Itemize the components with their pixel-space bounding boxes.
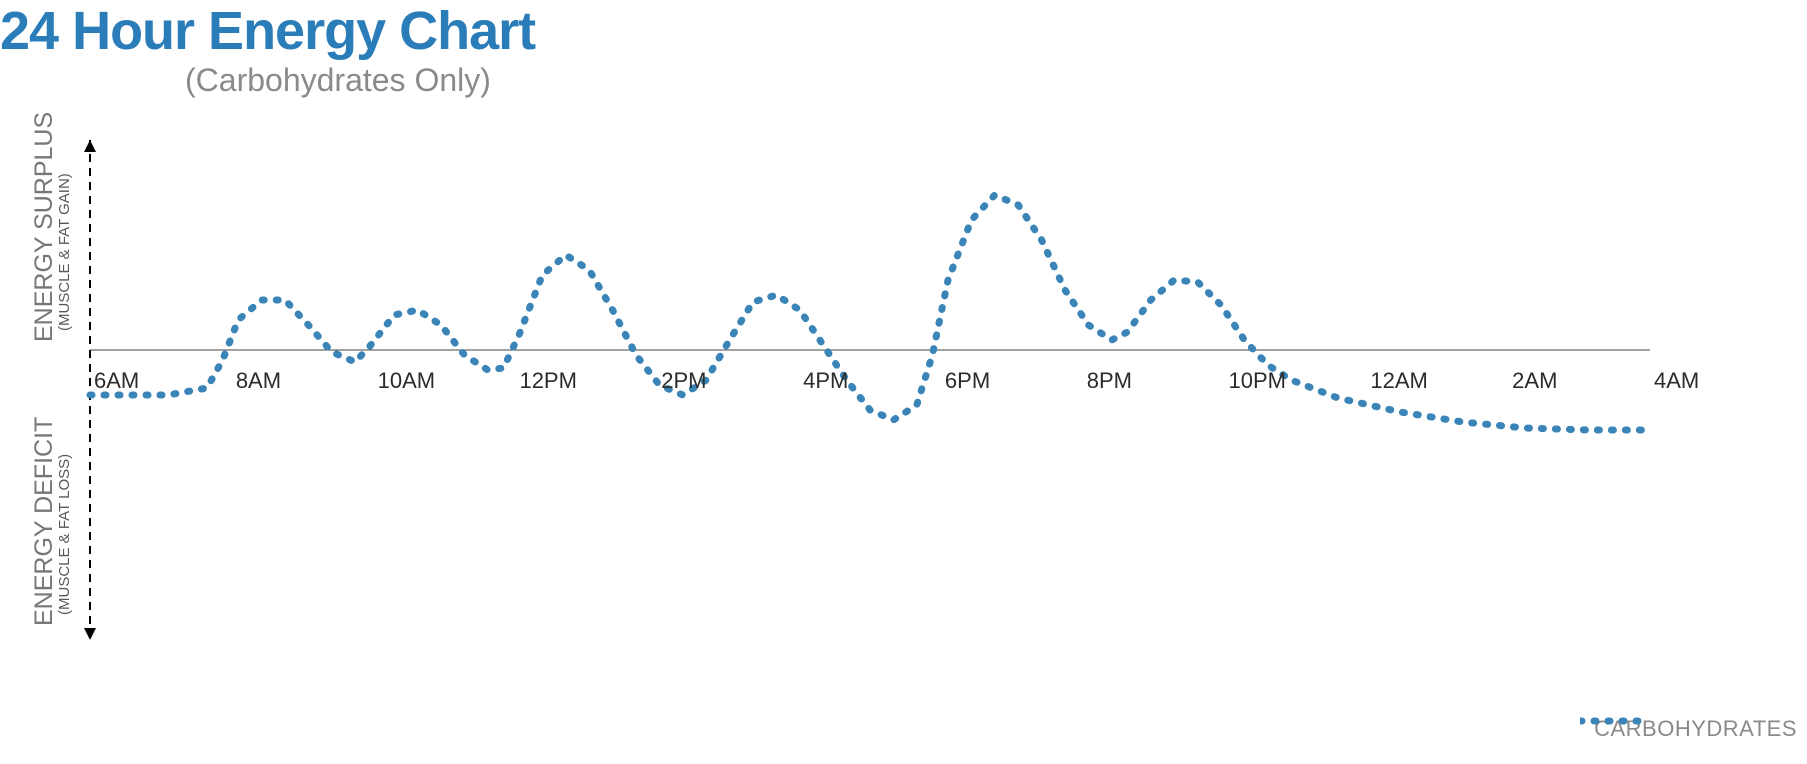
y-axis-label-surplus-sub: (MUSCLE & FAT GAIN) [56, 173, 73, 331]
x-tick-label: 6PM [945, 368, 990, 394]
x-tick-label: 8PM [1087, 368, 1132, 394]
y-axis-label-surplus: ENERGY SURPLUS [30, 112, 59, 342]
x-tick-label: 4AM [1654, 368, 1699, 394]
x-tick-label: 12PM [519, 368, 576, 394]
x-tick-label: 4PM [803, 368, 848, 394]
y-axis-label-deficit: ENERGY DEFICIT [30, 417, 59, 626]
y-axis-surplus-sub: (MUSCLE & FAT GAIN) [56, 173, 73, 331]
y-axis-deficit-sub: (MUSCLE & FAT LOSS) [56, 454, 73, 615]
x-tick-label: 10PM [1229, 368, 1286, 394]
x-tick-label: 6AM [94, 368, 139, 394]
legend: CARBOHYDRATES [1580, 716, 1797, 742]
x-tick-label: 2AM [1512, 368, 1557, 394]
x-tick-label: 10AM [378, 368, 435, 394]
y-axis-surplus-main: ENERGY SURPLUS [30, 112, 59, 342]
x-tick-label: 12AM [1370, 368, 1427, 394]
y-axis-label-deficit-sub: (MUSCLE & FAT LOSS) [56, 454, 73, 615]
y-axis-deficit-main: ENERGY DEFICIT [30, 417, 59, 626]
x-tick-label: 2PM [661, 368, 706, 394]
x-tick-label: 8AM [236, 368, 281, 394]
